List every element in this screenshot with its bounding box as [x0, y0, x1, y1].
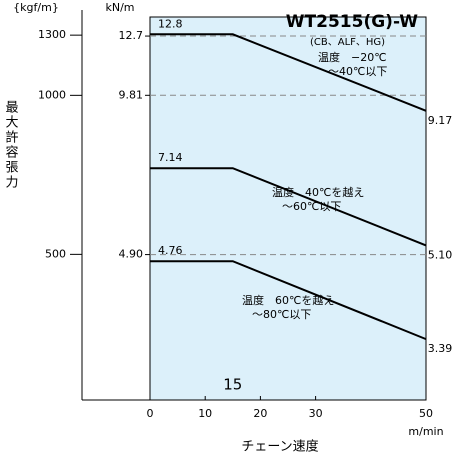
value-label: 7.14: [158, 151, 183, 164]
x-tick-label: 30: [309, 407, 323, 420]
chart-title: WT2515(G)-W: [286, 12, 418, 32]
series-annotation: ～40℃以下: [328, 65, 387, 78]
value-label: 5.10: [428, 248, 453, 261]
series-line: [150, 260, 427, 341]
x-tick-label: 0: [147, 407, 154, 420]
y-tick-label: 9.81: [119, 88, 144, 101]
value-label: 4.76: [158, 244, 183, 257]
y2-tick-label: 1300: [38, 28, 66, 41]
x-marker-label: 15: [223, 376, 242, 394]
value-label: 9.17: [428, 114, 453, 127]
y2-tick-label: 500: [45, 247, 66, 260]
x-tick-label: 20: [253, 407, 267, 420]
y2-tick-label: 1000: [38, 88, 66, 101]
series-annotation: 温度 40℃を越え: [272, 185, 364, 199]
y-tick-label: 12.7: [119, 29, 144, 42]
series-annotation: 温度 −20℃: [318, 50, 387, 64]
x-tick-label: 50: [419, 407, 433, 420]
value-label: 12.8: [158, 17, 183, 30]
y-label: kN/m: [105, 1, 134, 14]
series-annotation: 温度 60℃を越え: [242, 293, 334, 307]
series-annotation: ～80℃以下: [252, 308, 311, 321]
series-line: [150, 33, 427, 112]
series-line: [150, 167, 427, 247]
plot-area: [149, 16, 427, 401]
x-unit: m/min: [408, 425, 443, 438]
value-label: 3.39: [428, 342, 453, 355]
x-title: チェーン速度: [241, 439, 318, 455]
chart-subtitle: (CB、ALF、HG): [310, 37, 385, 48]
series-annotation: ～60℃以下: [282, 200, 341, 213]
y2-label: {kgf/m}: [13, 1, 59, 14]
y-title: 最大許容張力: [3, 100, 19, 190]
y-tick-label: 4.90: [119, 248, 144, 261]
x-tick-label: 10: [198, 407, 212, 420]
